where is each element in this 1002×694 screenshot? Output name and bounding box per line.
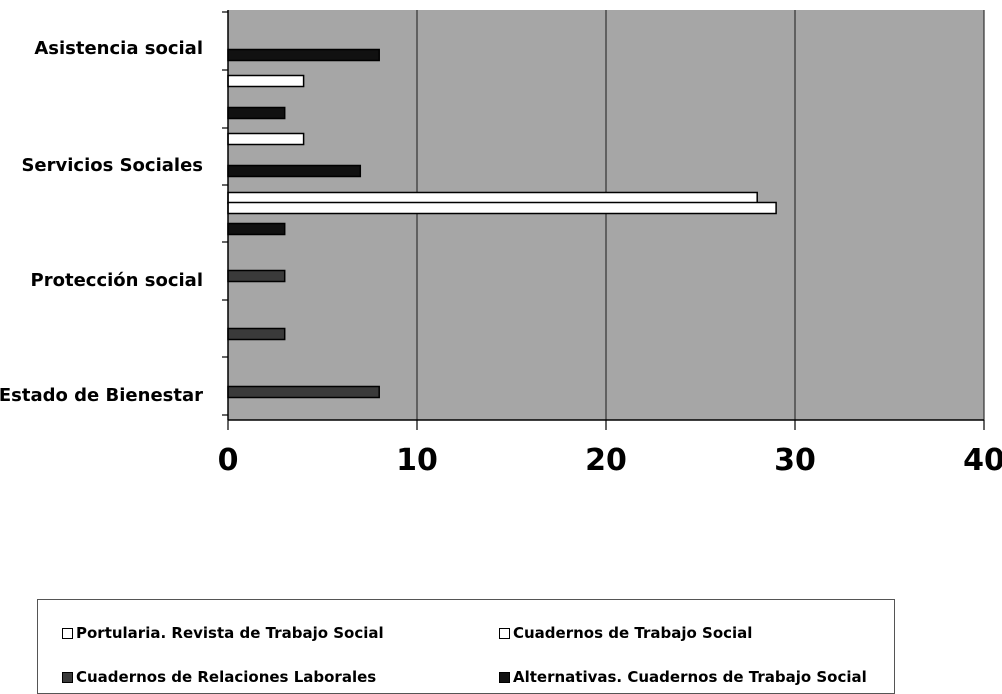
category-label: Asistencia social <box>34 38 203 59</box>
legend-label: Cuadernos de Trabajo Social <box>513 624 753 642</box>
bar <box>227 327 286 341</box>
bar <box>227 132 305 146</box>
labels: 0 10 20 30 40 Asistencia social Servicios Soci… <box>0 38 1002 478</box>
bar <box>227 106 286 120</box>
legend-swatch <box>62 671 73 683</box>
x-tick-label: 10 <box>396 443 438 478</box>
legend-swatch <box>62 627 73 639</box>
legend-label: Portularia. Revista de Trabajo Social <box>76 624 384 642</box>
category-label: Protección social <box>31 270 203 291</box>
legend-label: Cuadernos de Relaciones Laborales <box>76 668 377 686</box>
legend-swatch <box>499 671 510 683</box>
gridlines <box>227 10 985 430</box>
x-tick-label: 40 <box>963 443 1002 478</box>
bar <box>227 48 380 62</box>
legend-swatch <box>499 627 510 639</box>
legend-item-portularia: Portularia. Revista de Trabajo Social <box>62 624 384 642</box>
bar-chart: 0 10 20 30 40 Asistencia social Servicios Soci… <box>0 10 1002 478</box>
legend-item-cuadernos-relaciones-laborales: Cuadernos de Relaciones Laborales <box>62 668 376 686</box>
x-tick-label: 30 <box>774 443 816 478</box>
bar <box>227 201 777 215</box>
legend-item-cuadernos-trabajo-social: Cuadernos de Trabajo Social <box>499 624 752 642</box>
bar <box>227 222 286 236</box>
axes <box>222 10 984 421</box>
bar <box>227 74 305 88</box>
bar <box>227 269 286 283</box>
category-label: Servicios Sociales <box>21 155 203 176</box>
category-label: Estado de Bienestar <box>0 385 203 406</box>
bar <box>227 385 380 399</box>
x-tick-label: 0 <box>218 443 239 478</box>
x-tick-label: 20 <box>585 443 627 478</box>
legend: Portularia. Revista de Trabajo Social Cu… <box>37 599 895 694</box>
legend-item-alternativas: Alternativas. Cuadernos de Trabajo Socia… <box>499 668 867 686</box>
bar <box>227 164 362 178</box>
legend-label: Alternativas. Cuadernos de Trabajo Socia… <box>513 668 867 686</box>
